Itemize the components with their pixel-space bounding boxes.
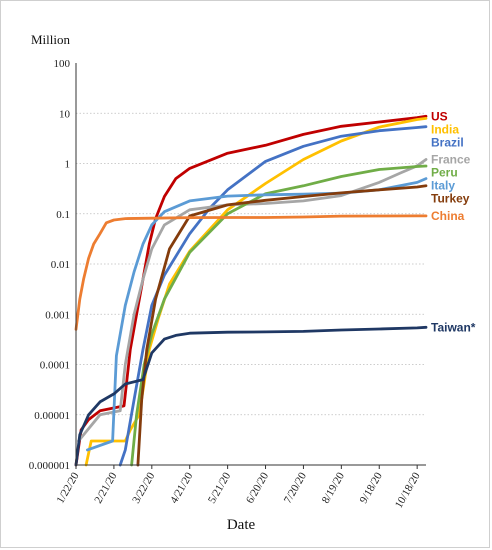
series-line-turkey [136, 184, 428, 467]
series-line-france [77, 158, 428, 443]
x-tick-label: 7/20/20 [282, 470, 309, 506]
x-axis-title: Date [227, 517, 256, 533]
x-tick-label: 10/18/20 [393, 470, 423, 510]
series-label-india: India [431, 122, 459, 136]
x-tick-label: 9/18/20 [358, 470, 385, 506]
series-label-us: US [431, 109, 448, 123]
x-tick-label: 3/22/20 [130, 470, 157, 506]
x-tick-labels: 1/22/20 2/21/20 3/22/20 4/21/20 5/21/20 6/20/… [54, 470, 423, 510]
series-line-china [74, 214, 428, 331]
axes [75, 63, 426, 469]
x-tick-label: 4/21/20 [168, 470, 195, 506]
series-lines [74, 114, 428, 467]
series-label-italy: Italy [431, 179, 455, 193]
series-line-taiwan [74, 325, 428, 467]
series-label-china: China [431, 209, 465, 223]
y-tick-labels: 100 10 1 0.1 0.01 0.001 0.0001 0.00001 0.000001 [29, 58, 71, 472]
series-label-turkey: Turkey [431, 192, 470, 206]
unit-label: Million [31, 32, 71, 47]
x-tick-label: 6/20/20 [244, 470, 271, 506]
y-tick-label: 100 [54, 58, 71, 70]
y-tick-label: 10 [59, 108, 71, 120]
series-label-brazil: Brazil [431, 135, 464, 149]
x-tick-label: 2/21/20 [92, 470, 119, 506]
series-line-us [74, 114, 428, 467]
series-line-peru [130, 164, 428, 467]
y-tick-label: 0.00001 [34, 410, 70, 422]
series-label-peru: Peru [431, 166, 458, 180]
y-tick-label: 0.1 [56, 209, 70, 221]
x-tick-label: 5/21/20 [206, 470, 233, 506]
y-tick-label: 0.001 [45, 309, 70, 321]
series-label-france: France [431, 153, 471, 167]
series-label-taiwan: Taiwan* [431, 320, 476, 334]
x-tick-label: 1/22/20 [54, 470, 81, 506]
y-tick-label: 0.000001 [29, 460, 70, 472]
y-tick-label: 0.01 [51, 259, 70, 271]
y-tick-label: 1 [65, 159, 71, 171]
x-tick-label: 8/19/20 [320, 470, 347, 506]
y-tick-label: 0.0001 [40, 360, 70, 372]
gridlines [76, 112, 426, 416]
